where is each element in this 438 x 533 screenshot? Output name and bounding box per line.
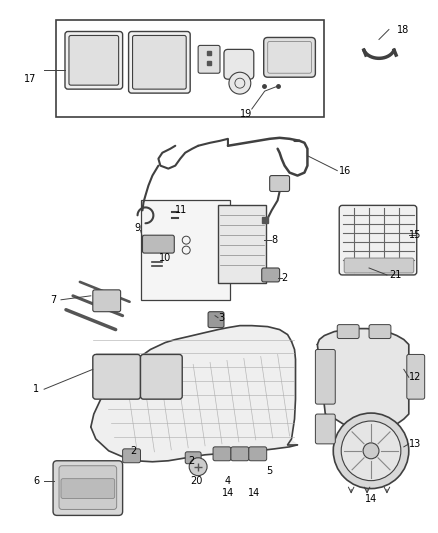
Text: 12: 12 xyxy=(409,372,421,382)
FancyBboxPatch shape xyxy=(208,312,224,328)
Text: 1: 1 xyxy=(33,384,39,394)
Bar xyxy=(218,205,266,283)
Circle shape xyxy=(229,72,251,94)
Text: 11: 11 xyxy=(175,205,187,215)
Text: 16: 16 xyxy=(339,166,351,175)
FancyBboxPatch shape xyxy=(344,258,414,273)
Text: 14: 14 xyxy=(365,494,377,504)
FancyBboxPatch shape xyxy=(249,447,267,461)
Text: 8: 8 xyxy=(272,235,278,245)
Text: 4: 4 xyxy=(225,475,231,486)
Text: 20: 20 xyxy=(190,475,202,486)
FancyBboxPatch shape xyxy=(129,31,190,93)
FancyBboxPatch shape xyxy=(133,36,186,89)
FancyBboxPatch shape xyxy=(141,354,182,399)
FancyBboxPatch shape xyxy=(198,45,220,73)
FancyBboxPatch shape xyxy=(337,325,359,338)
Text: 10: 10 xyxy=(159,253,171,263)
Text: 21: 21 xyxy=(389,270,401,280)
Text: 14: 14 xyxy=(222,488,234,498)
FancyBboxPatch shape xyxy=(270,175,290,191)
FancyBboxPatch shape xyxy=(142,235,174,253)
Circle shape xyxy=(189,458,207,475)
FancyBboxPatch shape xyxy=(339,205,417,275)
FancyBboxPatch shape xyxy=(231,447,249,461)
FancyBboxPatch shape xyxy=(224,50,254,79)
Text: 9: 9 xyxy=(134,223,141,233)
FancyBboxPatch shape xyxy=(264,37,315,77)
Polygon shape xyxy=(91,326,297,462)
Text: 15: 15 xyxy=(409,230,421,240)
FancyBboxPatch shape xyxy=(69,36,119,85)
Text: 19: 19 xyxy=(240,109,252,119)
FancyBboxPatch shape xyxy=(93,290,120,312)
FancyBboxPatch shape xyxy=(61,479,115,498)
Text: 13: 13 xyxy=(409,439,421,449)
FancyBboxPatch shape xyxy=(59,466,117,510)
Text: 5: 5 xyxy=(267,466,273,475)
Circle shape xyxy=(341,421,401,481)
Bar xyxy=(141,200,230,300)
FancyBboxPatch shape xyxy=(369,325,391,338)
FancyBboxPatch shape xyxy=(65,31,123,89)
Text: 2: 2 xyxy=(282,273,288,283)
FancyBboxPatch shape xyxy=(53,461,123,515)
Text: 18: 18 xyxy=(397,25,409,35)
Text: 14: 14 xyxy=(247,488,260,498)
Text: 3: 3 xyxy=(218,313,224,322)
Circle shape xyxy=(363,443,379,459)
FancyBboxPatch shape xyxy=(213,447,231,461)
Text: 7: 7 xyxy=(50,295,56,305)
FancyBboxPatch shape xyxy=(262,268,279,282)
Circle shape xyxy=(333,413,409,489)
FancyBboxPatch shape xyxy=(315,350,335,404)
FancyBboxPatch shape xyxy=(185,452,201,464)
FancyBboxPatch shape xyxy=(315,414,335,444)
Text: 17: 17 xyxy=(24,74,36,84)
Polygon shape xyxy=(318,329,409,431)
Text: 2: 2 xyxy=(131,446,137,456)
Text: 6: 6 xyxy=(33,475,39,486)
Text: 2: 2 xyxy=(188,456,194,466)
FancyBboxPatch shape xyxy=(123,449,141,463)
FancyBboxPatch shape xyxy=(407,354,425,399)
Bar xyxy=(56,20,324,117)
FancyBboxPatch shape xyxy=(93,354,141,399)
